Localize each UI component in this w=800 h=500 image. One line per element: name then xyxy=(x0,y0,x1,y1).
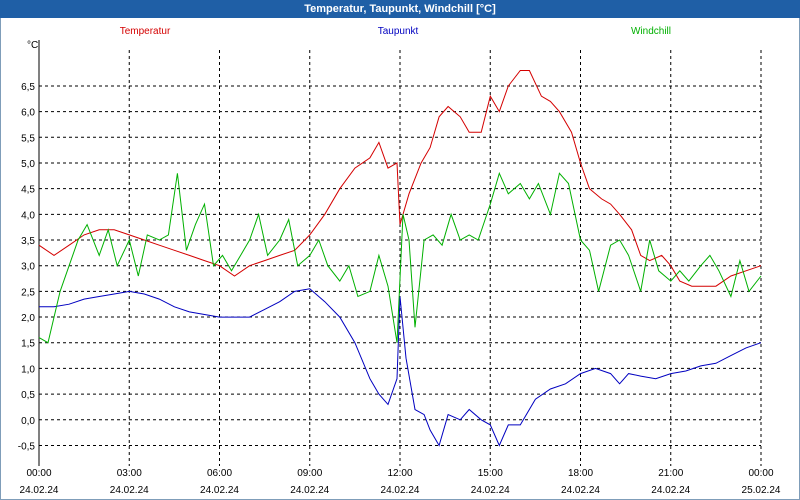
legend-windchill: Windchill xyxy=(631,26,671,37)
x-tick-date-label: 24.02.24 xyxy=(200,485,239,496)
y-tick-label: 1,5 xyxy=(21,339,35,350)
x-tick-time-label: 21:00 xyxy=(658,468,683,479)
legend-temperatur: Temperatur xyxy=(120,26,171,37)
y-tick-label: 0,5 xyxy=(21,390,35,401)
x-tick-time-label: 00:00 xyxy=(26,468,51,479)
x-tick-date-label: 24.02.24 xyxy=(20,485,59,496)
y-tick-label: 1,0 xyxy=(21,364,35,375)
y-tick-label: 4,0 xyxy=(21,210,35,221)
x-tick-date-label: 24.02.24 xyxy=(471,485,510,496)
x-tick-date-label: 24.02.24 xyxy=(290,485,329,496)
x-tick-date-label: 24.02.24 xyxy=(381,485,420,496)
y-axis-label: °C xyxy=(27,40,38,51)
x-tick-time-label: 15:00 xyxy=(478,468,503,479)
series-line-taupunkt xyxy=(39,288,762,447)
series-line-windchill xyxy=(38,171,762,344)
chart-area: -0,5 0,0 0,5 1,0 1,5 2,0 2,5 3,0 3,5 4,0 4,5 5,0 5,5… xyxy=(0,18,800,500)
y-tick-label: 3,0 xyxy=(21,262,35,273)
y-tick-label: 2,5 xyxy=(21,287,35,298)
line-chart: -0,5 0,0 0,5 1,0 1,5 2,0 2,5 3,0 3,5 4,0 4,5 5,0 5,5… xyxy=(18,26,781,496)
series-line-temperatur xyxy=(38,70,762,287)
x-tick-time-label: 03:00 xyxy=(117,468,142,479)
x-tick-time-label: 00:00 xyxy=(748,468,773,479)
x-tick-time-label: 06:00 xyxy=(207,468,232,479)
y-tick-label: 3,5 xyxy=(21,236,35,247)
x-tick-date-label: 24.02.24 xyxy=(561,485,600,496)
x-tick-date-label: 24.02.24 xyxy=(651,485,690,496)
x-tick-time-label: 18:00 xyxy=(568,468,593,479)
x-tick-date-label: 25.02.24 xyxy=(742,485,781,496)
y-tick-label: 6,5 xyxy=(21,82,35,93)
y-tick-label: 5,0 xyxy=(21,159,35,170)
y-tick-label: 2,0 xyxy=(21,313,35,324)
y-tick-label: 0,0 xyxy=(21,416,35,427)
legend-taupunkt: Taupunkt xyxy=(378,26,419,37)
x-tick-time-label: 12:00 xyxy=(387,468,412,479)
y-tick-label: 4,5 xyxy=(21,185,35,196)
x-tick-time-label: 09:00 xyxy=(297,468,322,479)
y-tick-label: -0,5 xyxy=(18,441,36,452)
y-tick-label: 5,5 xyxy=(21,133,35,144)
x-tick-date-label: 24.02.24 xyxy=(110,485,149,496)
chart-title: Temperatur, Taupunkt, Windchill [°C] xyxy=(0,0,800,18)
y-tick-label: 6,0 xyxy=(21,108,35,119)
